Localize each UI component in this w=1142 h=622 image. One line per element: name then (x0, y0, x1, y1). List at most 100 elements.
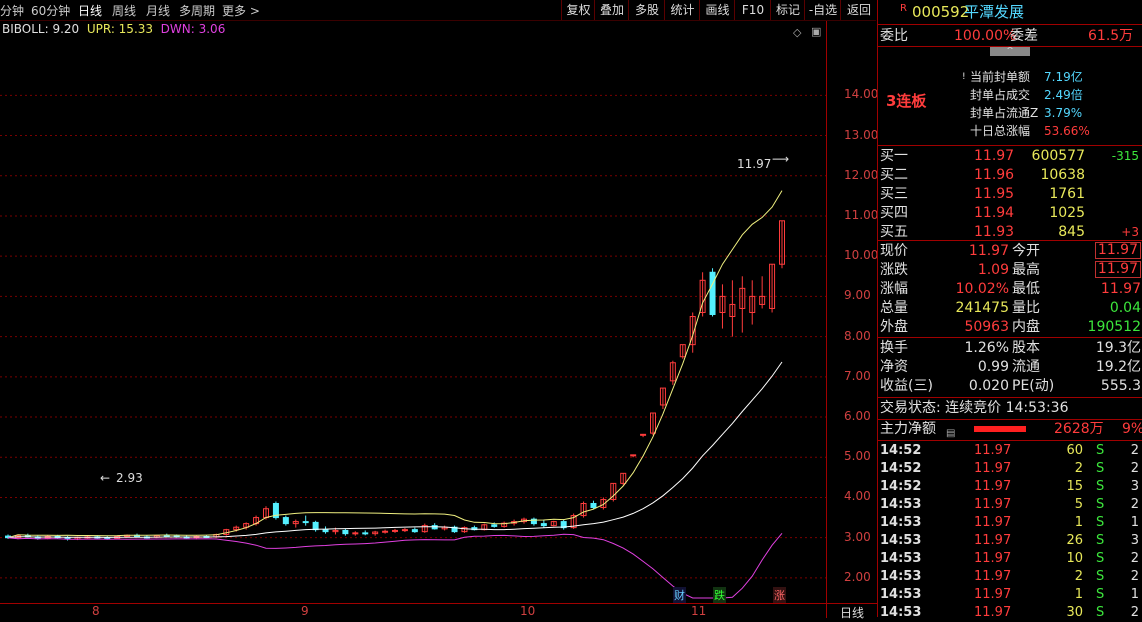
bid-row[interactable]: 买二 11.96 10638 (878, 166, 1142, 185)
candle-body (630, 454, 637, 457)
quote-value: 1.09 (977, 262, 1009, 278)
tab-monthly[interactable]: 月线 (146, 4, 171, 18)
date-axis: 8 9 10 11 (0, 603, 826, 618)
tick-price: 11.97 (974, 569, 1012, 584)
candle-body (689, 316, 696, 346)
tick-row: 14:53 11.97 30 S 2 (878, 604, 1142, 622)
bid-row[interactable]: 买五 11.93 845 +3 (878, 223, 1142, 242)
overlay-button[interactable]: 叠加 (594, 0, 629, 20)
candle-body (769, 263, 776, 309)
tick-volume: 15 (1066, 479, 1083, 494)
remove-watchlist-button[interactable]: -自选 (804, 0, 841, 20)
price-tick-label: 3.00 (844, 529, 871, 544)
window-toggle-icon[interactable]: ▣ (811, 25, 822, 38)
candle-body (779, 220, 785, 265)
net-inflow-bar (974, 426, 1026, 432)
seal-label: 封单占流通Z (970, 106, 1039, 120)
tick-volume: 10 (1066, 551, 1083, 566)
tick-price: 11.97 (974, 587, 1012, 602)
tab-daily[interactable]: 日线 (78, 4, 103, 18)
tab-multi-period[interactable]: 多周期 (179, 4, 216, 18)
bid-price: 11.96 (974, 167, 1015, 183)
tab-more[interactable]: 更多 > (222, 4, 260, 18)
tick-side: S (1096, 497, 1105, 512)
candle-body (282, 517, 289, 525)
candle-body (699, 279, 706, 313)
candle-body (659, 387, 666, 406)
fundamental-row: 换手 1.26% 股本 19.3亿 (878, 339, 1142, 358)
fund-label: PE(动) (1012, 378, 1055, 394)
tick-row: 14:52 11.97 2 S 2 (878, 460, 1142, 478)
f10-button[interactable]: F10 (734, 0, 771, 20)
quote-panel: R 000592 平潭发展 委比 100.00% 委差 61.5万 ^ 3连板 … (877, 0, 1142, 620)
tick-row: 14:53 11.97 5 S 2 (878, 496, 1142, 514)
back-button[interactable]: 返回 (840, 0, 877, 20)
fund-value: 0.99 (977, 359, 1009, 375)
seal-value: 3.79% (1044, 106, 1083, 120)
boll-upper-value: UPR: 15.33 (86, 22, 154, 36)
restore-rights-button[interactable]: 复权 (561, 0, 595, 20)
seal-info-row: 封单占流通Z 3.79% (878, 104, 1142, 122)
tick-price: 11.97 (974, 533, 1012, 548)
tick-volume: 2 (1074, 569, 1083, 584)
candle-body (749, 295, 756, 313)
fund-label: 流通 (1012, 359, 1040, 375)
collapse-toggle[interactable]: ^ (990, 46, 1030, 56)
boll-upper-line (7, 190, 783, 539)
candle-body (590, 502, 597, 509)
tick-time: 14:53 (880, 515, 922, 530)
quote-label: 外盘 (880, 319, 908, 335)
event-tag-fall[interactable]: 跌 (713, 587, 726, 603)
tick-time: 14:53 (880, 533, 922, 548)
bid-volume: 10638 (1040, 167, 1085, 183)
mark-button[interactable]: 标记 (770, 0, 805, 20)
candle-body (550, 521, 557, 527)
tick-count: 2 (1130, 569, 1139, 584)
bid-change: -315 (1111, 149, 1139, 163)
seal-value: 53.66% (1044, 124, 1090, 138)
tick-count: 2 (1130, 443, 1139, 458)
list-icon[interactable]: ▤ (946, 428, 956, 439)
diamond-icon[interactable]: ◇ (793, 26, 802, 39)
weibi-row: 委比 100.00% 委差 61.5万 (880, 28, 1134, 44)
event-tag-rise[interactable]: 涨 (773, 587, 786, 603)
quote-label: 现价 (880, 243, 908, 259)
bid-label: 买三 (880, 186, 908, 202)
tab-weekly[interactable]: 周线 (112, 4, 137, 18)
multi-stock-button[interactable]: 多股 (628, 0, 665, 20)
seal-label: 十日总涨幅 (970, 124, 1031, 138)
bid-volume: 1761 (1049, 186, 1085, 202)
tick-count: 1 (1130, 515, 1139, 530)
bid-row[interactable]: 买四 11.94 1025 (878, 204, 1142, 223)
event-tag-finance[interactable]: 财 (673, 587, 686, 603)
tick-price: 11.97 (974, 551, 1012, 566)
tick-row: 14:53 11.97 2 S 2 (878, 568, 1142, 586)
candle-body (650, 412, 656, 434)
tab-minute[interactable]: 分钟 (0, 4, 25, 18)
high-marker-label: 11.97 (737, 157, 772, 171)
statistics-button[interactable]: 统计 (664, 0, 700, 20)
tick-time: 14:53 (880, 551, 922, 566)
bid-row[interactable]: 买三 11.95 1761 (878, 185, 1142, 204)
candle-body (610, 482, 617, 500)
seal-label: 封单占成交 (970, 88, 1031, 102)
tab-60min[interactable]: 60分钟 (31, 4, 71, 18)
bid-row[interactable]: 买一 11.97 600577 -315 (878, 147, 1142, 166)
price-tick-label: 8.00 (844, 328, 871, 343)
fundamental-row: 净资 0.99 流通 19.2亿 (878, 358, 1142, 377)
kline-chart[interactable] (0, 21, 876, 603)
tick-price: 11.97 (974, 443, 1012, 458)
tick-row: 14:53 11.97 1 S 1 (878, 586, 1142, 604)
tick-price: 11.97 (974, 605, 1012, 620)
fund-label: 净资 (880, 359, 908, 375)
period-label[interactable]: 日线 (826, 603, 877, 620)
quote-label: 涨幅 (880, 281, 908, 297)
draw-line-button[interactable]: 画线 (699, 0, 735, 20)
seal-label: 当前封单额 (970, 70, 1031, 84)
bid-price: 11.94 (974, 205, 1015, 221)
price-tick-label: 2.00 (844, 569, 871, 584)
fund-value: 1.26% (964, 340, 1009, 356)
tick-side: S (1096, 569, 1105, 584)
tick-price: 11.97 (974, 479, 1012, 494)
tick-time: 14:52 (880, 461, 922, 476)
